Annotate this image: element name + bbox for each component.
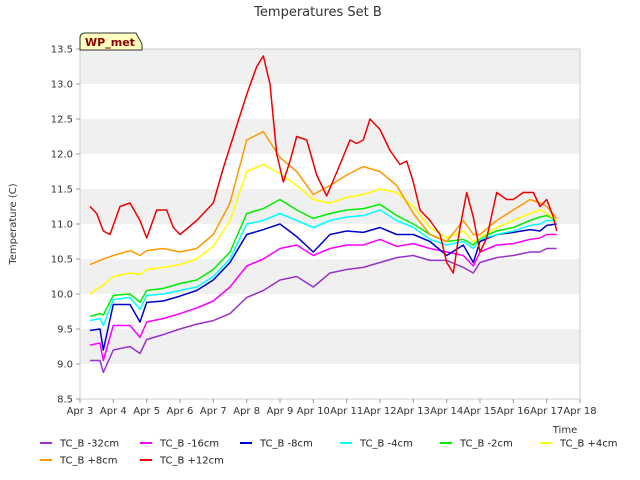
legend-label: TC_B +4cm <box>559 439 618 450</box>
legend-item: TC_B +4cm <box>540 439 618 450</box>
station-badge: WP_met <box>79 32 143 51</box>
grid-band <box>80 364 580 399</box>
legend-item: TC_B +12cm <box>140 456 224 467</box>
legend-item: TC_B -4cm <box>340 439 413 450</box>
legend-label: TC_B -32cm <box>59 439 119 450</box>
legend-item: TC_B -32cm <box>40 439 119 450</box>
x-tick-label: Apr 11 <box>330 406 363 417</box>
grid-band <box>80 49 580 84</box>
legend-label: TC_B +12cm <box>159 456 224 467</box>
y-tick-label: 11.5 <box>51 185 73 196</box>
y-tick-label: 10.5 <box>51 255 73 266</box>
x-tick-label: Apr 16 <box>497 406 530 417</box>
x-tick-label: Apr 4 <box>100 406 127 417</box>
x-axis-label: Time <box>552 425 577 436</box>
x-tick-label: Apr 15 <box>463 406 496 417</box>
badge-label: WP_met <box>85 36 135 49</box>
legend-label: TC_B +8cm <box>59 456 118 467</box>
grid-band <box>80 154 580 189</box>
grid-band <box>80 119 580 154</box>
series-line-5 <box>89 198 558 318</box>
y-tick-label: 10.0 <box>51 290 73 301</box>
grid-bands <box>80 49 580 399</box>
y-tick-label: 12.0 <box>51 150 73 161</box>
x-tick-label: Apr 18 <box>563 406 596 417</box>
x-axis: Apr 3 Apr 4 Apr 5 Apr 6 Apr 7 Apr 8 Apr 9 Apr 1… <box>67 399 597 417</box>
y-tick-label: 13.0 <box>51 80 73 91</box>
series-lines <box>89 55 558 374</box>
y-tick-label: 9.5 <box>57 325 73 336</box>
y-tick-label: 9.0 <box>57 360 73 371</box>
x-tick-label: Apr 14 <box>430 406 463 417</box>
legend-label: TC_B -8cm <box>259 439 313 450</box>
legend-label: TC_B -2cm <box>459 439 513 450</box>
y-tick-label: 13.5 <box>51 45 73 56</box>
legend-label: TC_B -4cm <box>359 439 413 450</box>
x-tick-label: Apr 17 <box>530 406 563 417</box>
x-tick-label: Apr 3 <box>67 406 94 417</box>
grid-band <box>80 294 580 329</box>
series-line-3 <box>89 223 557 351</box>
legend: TC_B -32cm TC_B -16cm TC_B -8cm TC_B -4cm TC… <box>40 439 618 467</box>
legend-item: TC_B -2cm <box>440 439 513 450</box>
x-tick-label: Apr 5 <box>133 406 160 417</box>
legend-item: TC_B +8cm <box>40 456 118 467</box>
y-tick-label: 8.5 <box>57 395 73 406</box>
series-line-8 <box>89 55 558 274</box>
x-tick-label: Apr 7 <box>200 406 227 417</box>
series-line-4 <box>89 209 557 327</box>
y-tick-label: 11.0 <box>51 220 73 231</box>
badge-shape <box>79 32 143 51</box>
x-tick-label: Apr 10 <box>297 406 330 417</box>
series-line-1 <box>90 247 557 374</box>
grid-band <box>80 329 580 364</box>
grid-band <box>80 84 580 119</box>
grid-band <box>80 224 580 259</box>
legend-item: TC_B -8cm <box>240 439 313 450</box>
chart-title: Temperatures Set B <box>253 5 382 20</box>
x-tick-label: Apr 9 <box>267 406 294 417</box>
legend-label: TC_B -16cm <box>159 439 219 450</box>
series-line-2 <box>89 233 557 362</box>
x-tick-label: Apr 8 <box>233 406 260 417</box>
y-tick-label: 12.5 <box>51 115 73 126</box>
y-axis: 8.5 9.0 9.5 10.0 10.5 11.0 11.5 12.0 12.5 13.0 13.… <box>51 45 80 406</box>
x-tick-label: Apr 12 <box>363 406 396 417</box>
x-tick-label: Apr 13 <box>397 406 430 417</box>
y-axis-label: Temperature (C) <box>8 183 19 265</box>
grid-band <box>80 189 580 224</box>
x-tick-label: Apr 6 <box>167 406 194 417</box>
legend-item: TC_B -16cm <box>140 439 219 450</box>
